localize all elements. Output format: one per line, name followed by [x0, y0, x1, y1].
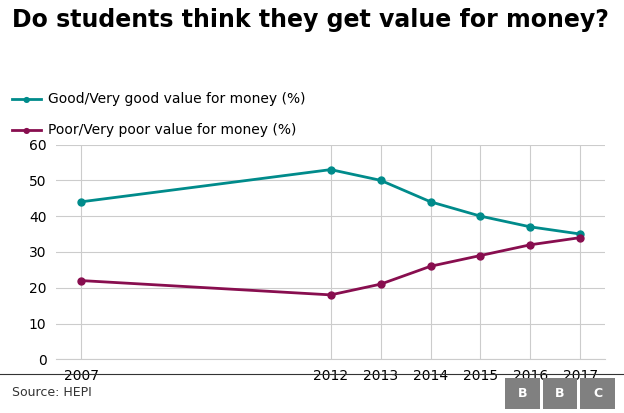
Text: Do students think they get value for money?: Do students think they get value for mon…	[12, 8, 610, 32]
Text: Source: HEPI: Source: HEPI	[12, 386, 92, 399]
Text: ●: ●	[23, 95, 30, 104]
Text: Poor/Very poor value for money (%): Poor/Very poor value for money (%)	[48, 123, 296, 137]
Text: Good/Very good value for money (%): Good/Very good value for money (%)	[48, 92, 306, 106]
Text: ●: ●	[23, 126, 30, 135]
Text: B: B	[518, 387, 527, 400]
Text: B: B	[555, 387, 565, 400]
Text: C: C	[593, 387, 602, 400]
